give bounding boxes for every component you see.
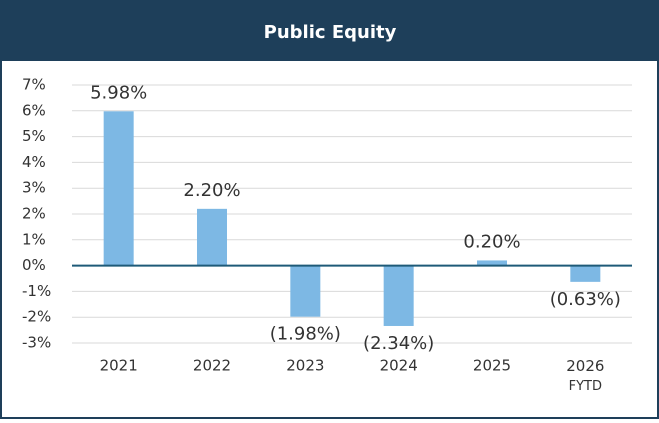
header-bar bbox=[1, 1, 658, 61]
x-tick-label: 2022 bbox=[193, 357, 231, 375]
y-tick-label: -2% bbox=[22, 308, 51, 326]
x-tick-label: 2023 bbox=[286, 357, 324, 375]
data-label: 0.20% bbox=[463, 231, 520, 252]
y-tick-label: 5% bbox=[22, 127, 46, 145]
chart-title: Public Equity bbox=[264, 22, 397, 43]
data-label: (0.63%) bbox=[550, 289, 621, 310]
y-tick-label: 7% bbox=[22, 76, 46, 94]
y-tick-label: 3% bbox=[22, 179, 46, 197]
bar bbox=[103, 111, 134, 266]
data-label: 2.20% bbox=[183, 180, 240, 201]
y-tick-label: 0% bbox=[22, 256, 46, 274]
bar bbox=[383, 265, 414, 326]
y-tick-label: 4% bbox=[22, 153, 46, 171]
x-tick-label: 2024 bbox=[380, 357, 418, 375]
y-tick-label: 2% bbox=[22, 205, 46, 223]
bar bbox=[197, 208, 227, 266]
y-tick-label: 6% bbox=[22, 101, 46, 119]
y-tick-label: -1% bbox=[22, 282, 51, 300]
y-tick-label: 1% bbox=[22, 230, 46, 248]
bar bbox=[290, 265, 321, 317]
y-tick-label: -3% bbox=[22, 334, 51, 352]
x-tick-label: 2025 bbox=[473, 357, 511, 375]
x-tick-label: 2021 bbox=[100, 357, 138, 375]
bar bbox=[570, 265, 601, 282]
data-label: (1.98%) bbox=[270, 324, 341, 345]
data-label: 5.98% bbox=[90, 82, 147, 103]
x-tick-label: 2026 FYTD bbox=[566, 357, 604, 394]
bar bbox=[477, 260, 507, 266]
data-label: (2.34%) bbox=[363, 333, 434, 354]
